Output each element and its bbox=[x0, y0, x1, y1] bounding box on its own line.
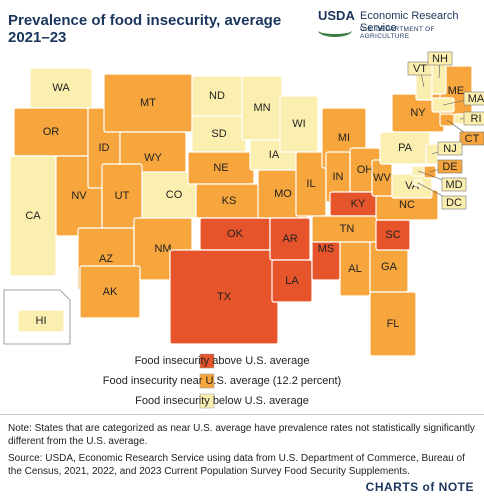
state-label: OR bbox=[43, 126, 60, 138]
state-label: CO bbox=[166, 189, 183, 201]
state-label: AL bbox=[348, 263, 361, 275]
agency-department: U.S. DEPARTMENT OF AGRICULTURE bbox=[360, 26, 435, 40]
state-label: TN bbox=[340, 223, 355, 235]
state-label: WY bbox=[144, 152, 162, 164]
state-label: NY bbox=[410, 107, 426, 119]
legend-swatch bbox=[199, 353, 215, 369]
legend-label: Food insecurity below U.S. average bbox=[135, 395, 309, 407]
state-label: KS bbox=[222, 195, 237, 207]
state bbox=[79, 265, 141, 319]
state-label: CT bbox=[465, 133, 480, 145]
callout-box bbox=[437, 141, 463, 156]
state-label: MA bbox=[468, 93, 484, 105]
state-label: WA bbox=[52, 82, 70, 94]
usda-mark: USDA bbox=[318, 8, 355, 23]
callout-box bbox=[437, 159, 463, 174]
state-label: VT bbox=[413, 63, 427, 75]
inset-frame bbox=[3, 289, 71, 345]
legend-swatch bbox=[199, 373, 215, 389]
state-label: AZ bbox=[99, 253, 113, 265]
state-label: NJ bbox=[443, 143, 456, 155]
legend-label: Food insecurity near U.S. average (12.2 … bbox=[103, 375, 341, 387]
state-label: OH bbox=[357, 164, 374, 176]
note: Note: States that are categorized as nea… bbox=[8, 423, 475, 447]
state-label: NH bbox=[432, 53, 448, 65]
callout-box bbox=[441, 195, 467, 210]
state-label: PA bbox=[398, 142, 413, 154]
state-label: UT bbox=[115, 190, 130, 202]
callout-box bbox=[459, 131, 484, 146]
state-label: RI bbox=[471, 113, 482, 125]
state-label: IL bbox=[306, 178, 315, 190]
state-label: AK bbox=[103, 286, 118, 298]
state-label: OK bbox=[227, 228, 244, 240]
state-label: NM bbox=[154, 243, 171, 255]
state-label: LA bbox=[285, 275, 299, 287]
usda-wave bbox=[318, 24, 352, 37]
state-label: TX bbox=[217, 291, 232, 303]
state-label: MD bbox=[445, 179, 462, 191]
state-label: NV bbox=[71, 190, 87, 202]
brand: CHARTS of NOTE bbox=[365, 480, 474, 494]
state-label: MI bbox=[338, 132, 350, 144]
usda-logo: USDA Economic Research Service U.S. DEPA… bbox=[318, 6, 478, 42]
map: WA OR CA NV ID MT WY UT AZ CO NM ND SD NE KS OK TX MN IA MO… bbox=[3, 51, 484, 409]
legend-swatch bbox=[199, 393, 215, 409]
state-label: CA bbox=[25, 210, 41, 222]
callout-box bbox=[427, 51, 453, 66]
callout-box bbox=[463, 111, 484, 126]
state-label: SD bbox=[211, 128, 226, 140]
state-label: ND bbox=[209, 90, 225, 102]
callout-box bbox=[463, 91, 484, 106]
state-label: IN bbox=[333, 171, 344, 183]
callout-box bbox=[441, 177, 467, 192]
state-label: KY bbox=[351, 198, 366, 210]
state-label: DC bbox=[446, 197, 462, 209]
agency-service: Economic Research Service bbox=[360, 10, 459, 34]
state bbox=[271, 259, 313, 303]
state-label: NE bbox=[213, 162, 228, 174]
state-label: MT bbox=[140, 97, 156, 109]
divider bbox=[0, 414, 484, 415]
state-label: WI bbox=[292, 118, 305, 130]
source: Source: USDA, Economic Research Service … bbox=[8, 453, 465, 477]
state-label: WV bbox=[373, 172, 391, 184]
state-label: NC bbox=[399, 199, 415, 211]
state-label: MS bbox=[318, 243, 335, 255]
state-label: AR bbox=[282, 233, 297, 245]
state-label: MO bbox=[274, 188, 292, 200]
state bbox=[17, 309, 65, 333]
state-label: ID bbox=[99, 142, 110, 154]
state-label: DE bbox=[442, 161, 457, 173]
state-label: SC bbox=[385, 229, 400, 241]
state-label: FL bbox=[387, 318, 400, 330]
state-label: HI bbox=[36, 315, 47, 327]
title: Prevalence of food insecurity, average 2… bbox=[8, 12, 282, 46]
state-label: ME bbox=[448, 85, 465, 97]
state-label: GA bbox=[381, 261, 398, 273]
state-label: IA bbox=[269, 149, 280, 161]
state-label: MN bbox=[253, 102, 270, 114]
legend-label: Food insecurity above U.S. average bbox=[135, 355, 310, 367]
state bbox=[369, 291, 417, 357]
